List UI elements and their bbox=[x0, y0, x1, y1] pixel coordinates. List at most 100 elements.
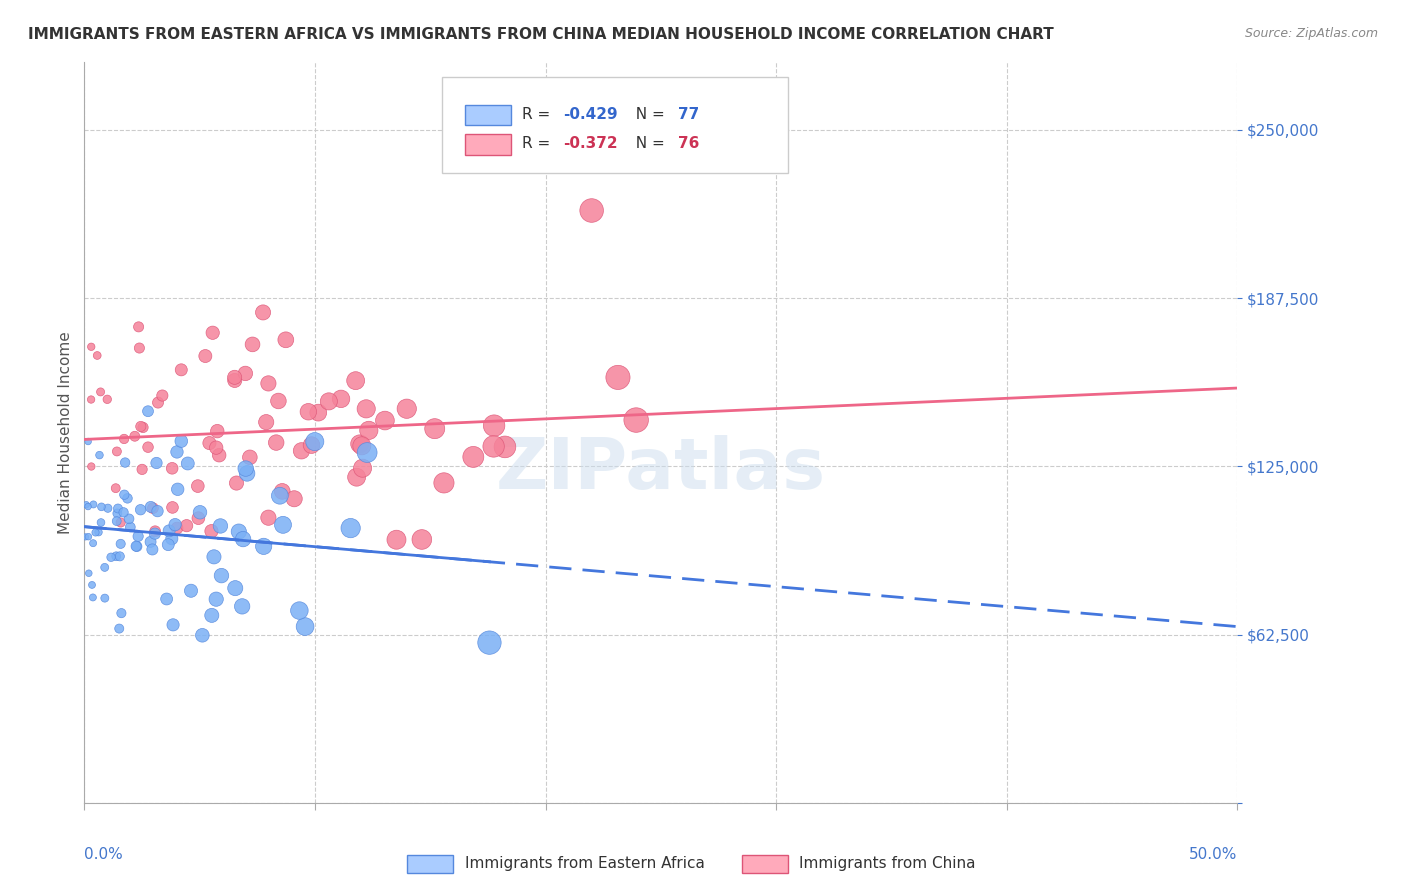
Point bbox=[205, 592, 228, 607]
Point bbox=[108, 622, 131, 636]
Point bbox=[374, 413, 396, 427]
Point bbox=[290, 443, 312, 458]
Point bbox=[136, 440, 159, 454]
Point bbox=[352, 461, 374, 475]
Point bbox=[288, 603, 311, 617]
Point bbox=[105, 507, 128, 521]
Point bbox=[318, 394, 340, 409]
Point bbox=[267, 394, 290, 409]
Text: R =: R = bbox=[523, 107, 555, 122]
Point bbox=[224, 374, 246, 388]
Text: N =: N = bbox=[626, 107, 669, 122]
Point bbox=[307, 406, 329, 420]
Point bbox=[166, 483, 188, 497]
Point bbox=[235, 367, 257, 381]
Point bbox=[77, 530, 100, 544]
Point bbox=[482, 439, 505, 453]
Point bbox=[75, 498, 97, 512]
Point bbox=[160, 461, 183, 475]
Point bbox=[166, 445, 188, 459]
Point bbox=[395, 401, 418, 416]
Point bbox=[107, 501, 129, 516]
Point bbox=[112, 488, 135, 502]
Point bbox=[82, 536, 104, 550]
Point bbox=[146, 395, 169, 409]
Point bbox=[200, 524, 222, 538]
Point bbox=[581, 203, 603, 218]
Text: Immigrants from China: Immigrants from China bbox=[799, 856, 976, 871]
Point bbox=[228, 524, 250, 539]
Point bbox=[297, 405, 319, 419]
Point bbox=[80, 459, 103, 474]
Point bbox=[108, 549, 131, 564]
Point bbox=[100, 550, 122, 565]
Point bbox=[624, 413, 647, 427]
Point bbox=[112, 505, 135, 519]
FancyBboxPatch shape bbox=[408, 855, 453, 873]
Point bbox=[194, 349, 217, 363]
Point bbox=[104, 481, 127, 495]
Point bbox=[257, 376, 280, 391]
Point bbox=[110, 516, 132, 530]
Point bbox=[188, 505, 211, 519]
Point bbox=[105, 514, 128, 528]
Point bbox=[433, 475, 456, 490]
Point bbox=[110, 606, 132, 620]
Point bbox=[350, 439, 373, 453]
Point bbox=[80, 392, 103, 407]
Point bbox=[129, 502, 152, 516]
Point bbox=[235, 461, 257, 475]
Point bbox=[96, 392, 118, 407]
Point bbox=[125, 540, 148, 554]
Point bbox=[177, 457, 200, 471]
Point bbox=[385, 533, 408, 547]
Point bbox=[304, 434, 326, 449]
Point bbox=[180, 583, 202, 598]
Point bbox=[162, 617, 184, 632]
Point bbox=[128, 319, 150, 334]
Point bbox=[176, 518, 198, 533]
Point bbox=[269, 489, 291, 503]
Point bbox=[201, 608, 224, 623]
Point bbox=[271, 517, 294, 532]
Point bbox=[209, 519, 232, 533]
Point bbox=[97, 501, 120, 516]
Point bbox=[232, 532, 254, 546]
Point bbox=[208, 448, 231, 462]
Point bbox=[494, 440, 516, 454]
Point bbox=[271, 484, 294, 499]
Point bbox=[77, 434, 100, 449]
Point bbox=[131, 462, 153, 476]
Point bbox=[80, 578, 103, 592]
Point bbox=[274, 333, 297, 347]
Point bbox=[607, 370, 630, 384]
Text: Immigrants from Eastern Africa: Immigrants from Eastern Africa bbox=[465, 856, 704, 871]
Point bbox=[112, 432, 135, 446]
Point bbox=[198, 436, 221, 450]
Point bbox=[170, 434, 193, 449]
Text: R =: R = bbox=[523, 136, 555, 152]
Point bbox=[224, 581, 246, 595]
Point bbox=[127, 529, 149, 543]
Point bbox=[346, 470, 368, 484]
Point bbox=[90, 384, 112, 399]
Point bbox=[239, 450, 262, 465]
Text: 0.0%: 0.0% bbox=[84, 847, 124, 863]
Point bbox=[201, 326, 224, 340]
Point bbox=[139, 500, 162, 514]
Text: 50.0%: 50.0% bbox=[1189, 847, 1237, 863]
FancyBboxPatch shape bbox=[465, 104, 510, 126]
Point bbox=[90, 500, 112, 514]
Point bbox=[236, 467, 259, 481]
Point bbox=[86, 349, 108, 363]
Point bbox=[224, 370, 246, 384]
Point bbox=[110, 537, 132, 551]
Point bbox=[301, 438, 323, 452]
Point bbox=[117, 491, 139, 506]
FancyBboxPatch shape bbox=[741, 855, 787, 873]
Point bbox=[253, 540, 276, 554]
Point bbox=[157, 524, 180, 538]
Point bbox=[141, 542, 163, 557]
Point bbox=[128, 341, 150, 355]
Point bbox=[357, 423, 380, 437]
